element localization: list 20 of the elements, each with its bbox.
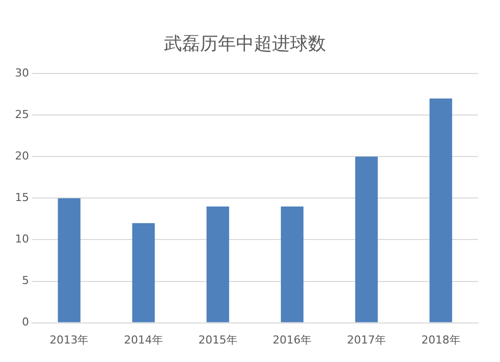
- bar: [132, 223, 155, 322]
- y-tick-label: 5: [22, 274, 29, 288]
- x-tick-label: 2015年: [198, 333, 238, 346]
- bar: [280, 206, 304, 322]
- y-tick-label: 30: [14, 66, 29, 80]
- x-tick-label: 2016年: [272, 333, 312, 346]
- bar: [355, 156, 378, 322]
- x-tick-label: 2018年: [421, 333, 460, 346]
- bar: [58, 198, 80, 322]
- x-tick-label: 2013年: [50, 333, 89, 346]
- y-tick-label: 25: [14, 108, 29, 121]
- y-tick-label: 15: [14, 191, 29, 204]
- chart-title: 武磊历年中超进球数: [164, 33, 326, 54]
- x-tick-label: 2017年: [347, 333, 386, 346]
- bar: [206, 206, 230, 322]
- y-tick-label: 20: [14, 150, 29, 163]
- y-tick-label: 0: [22, 316, 29, 329]
- x-tick-label: 2014年: [124, 333, 163, 346]
- y-tick-label: 10: [14, 232, 29, 246]
- bar: [430, 98, 452, 322]
